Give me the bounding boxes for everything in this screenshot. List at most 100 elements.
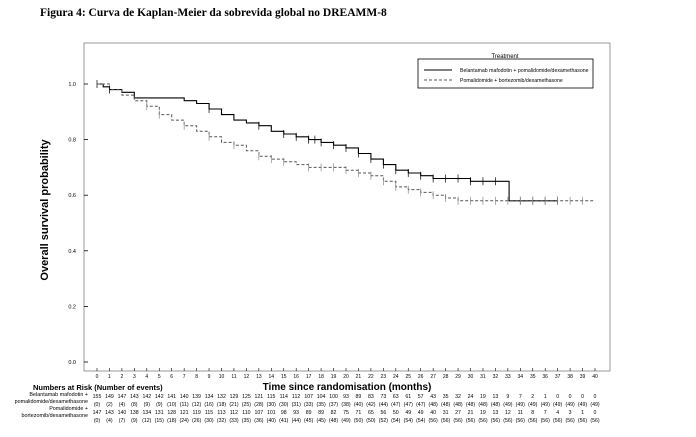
x-tick-label: 15: [281, 374, 287, 380]
x-tick-label: 23: [381, 374, 387, 380]
risk-event-count: (49): [528, 402, 537, 408]
risk-table-values: 155 149 147 143 142 142 141 140 139 134 132 129 125 1…: [93, 394, 600, 424]
x-tick-label: 12: [244, 374, 250, 380]
risk-row-label: pomalidomide/dexamethasone: [15, 399, 88, 405]
y-tick-label: 0.4: [68, 249, 76, 255]
plot-frame: [83, 42, 611, 372]
x-axis: 0 1 2 3 4 5 6 7 8 9 10 11 12 13 14 15 16 17 18 19 20 21 22 23 24…: [96, 368, 598, 380]
risk-at-risk-value: 143: [105, 410, 114, 416]
risk-event-count: (54): [404, 418, 413, 424]
risk-at-risk-value: 112: [292, 394, 300, 400]
x-tick-label: 5: [158, 374, 161, 380]
risk-at-risk-value: 143: [130, 394, 139, 400]
x-tick-label: 26: [418, 374, 424, 380]
legend: Treatment Belantamab mafodotin + pomalid…: [417, 54, 594, 89]
x-tick-label: 18: [318, 374, 324, 380]
risk-event-count: (26): [192, 418, 201, 424]
risk-at-risk-value: 61: [405, 394, 411, 400]
risk-at-risk-value: 134: [205, 394, 214, 400]
x-tick-label: 0: [96, 374, 99, 380]
curve-pomalidomide: [97, 83, 595, 202]
x-tick-label: 28: [443, 374, 449, 380]
risk-event-count: (24): [180, 418, 189, 424]
risk-at-risk-value: 0: [569, 394, 572, 400]
x-tick-label: 36: [542, 374, 548, 380]
risk-event-count: (56): [491, 418, 500, 424]
risk-event-count: (56): [541, 418, 550, 424]
x-tick-label: 31: [480, 374, 486, 380]
risk-at-risk-value: 4: [556, 410, 559, 416]
risk-at-risk-value: 132: [217, 394, 226, 400]
risk-event-count: (48): [429, 402, 438, 408]
risk-event-count: (25): [242, 402, 251, 408]
risk-event-count: (56): [441, 418, 450, 424]
risk-at-risk-value: 1: [544, 394, 547, 400]
risk-at-risk-value: 2: [531, 394, 534, 400]
x-tick-label: 3: [133, 374, 136, 380]
y-tick-label: 1.0: [68, 82, 76, 88]
figure-title: Figura 4: Curva de Kaplan-Meier da sobre…: [40, 7, 387, 19]
risk-event-count: (36): [254, 418, 263, 424]
risk-event-count: (48): [466, 402, 475, 408]
risk-event-count: (0): [94, 418, 101, 424]
risk-at-risk-value: 0: [556, 394, 559, 400]
risk-event-count: (28): [254, 402, 263, 408]
risk-event-count: (40): [267, 418, 276, 424]
risk-at-risk-value: 13: [493, 410, 499, 416]
risk-event-count: (8): [131, 402, 138, 408]
y-tick-label: 0.0: [68, 360, 76, 366]
risk-event-count: (44): [292, 418, 301, 424]
risk-at-risk-value: 112: [230, 410, 238, 416]
risk-at-risk-value: 114: [280, 394, 288, 400]
x-tick-label: 33: [505, 374, 511, 380]
risk-at-risk-value: 113: [217, 410, 225, 416]
risk-at-risk-value: 11: [518, 410, 523, 416]
risk-at-risk-value: 82: [331, 410, 337, 416]
risk-at-risk-value: 115: [267, 394, 275, 400]
y-tick-label: 0.6: [68, 193, 76, 199]
risk-event-count: (16): [204, 402, 213, 408]
risk-row-label: Pomalidomide +: [49, 406, 88, 412]
y-axis-label: Overall survival probability: [39, 139, 51, 281]
risk-event-count: (21): [229, 402, 238, 408]
risk-event-count: (11): [180, 402, 189, 408]
x-tick-label: 10: [219, 374, 225, 380]
risk-at-risk-value: 40: [430, 410, 436, 416]
risk-event-count: (18): [167, 418, 176, 424]
x-tick-label: 30: [468, 374, 474, 380]
risk-at-risk-value: 7: [519, 394, 522, 400]
risk-at-risk-value: 56: [380, 410, 386, 416]
risk-at-risk-value: 21: [468, 410, 474, 416]
risk-at-risk-value: 19: [480, 410, 486, 416]
risk-at-risk-value: 125: [242, 394, 251, 400]
risk-event-count: (44): [379, 402, 388, 408]
x-tick-label: 4: [145, 374, 148, 380]
censor-marks: [96, 80, 583, 205]
risk-event-count: (30): [267, 402, 276, 408]
risk-at-risk-value: 73: [380, 394, 386, 400]
risk-event-count: (52): [379, 418, 388, 424]
risk-at-risk-value: 155: [93, 394, 102, 400]
curve-belantamab: [97, 83, 558, 202]
risk-event-count: (37): [329, 402, 338, 408]
risk-at-risk-value: 147: [93, 410, 102, 416]
risk-event-count: (12): [192, 402, 201, 408]
risk-at-risk-value: 134: [142, 410, 151, 416]
risk-event-count: (50): [366, 418, 375, 424]
risk-event-count: (4): [119, 402, 126, 408]
risk-at-risk-value: 49: [405, 410, 411, 416]
risk-at-risk-value: 8: [531, 410, 534, 416]
risk-event-count: (12): [142, 418, 151, 424]
risk-event-count: (48): [329, 418, 338, 424]
risk-at-risk-value: 121: [255, 394, 264, 400]
risk-at-risk-value: 110: [242, 410, 250, 416]
risk-event-count: (18): [217, 402, 226, 408]
risk-at-risk-value: 3: [569, 410, 572, 416]
legend-title: Treatment: [491, 54, 518, 60]
risk-event-count: (49): [503, 402, 512, 408]
risk-event-count: (56): [565, 418, 574, 424]
risk-event-count: (50): [354, 418, 363, 424]
risk-event-count: (47): [391, 402, 400, 408]
x-tick-label: 2: [121, 374, 124, 380]
